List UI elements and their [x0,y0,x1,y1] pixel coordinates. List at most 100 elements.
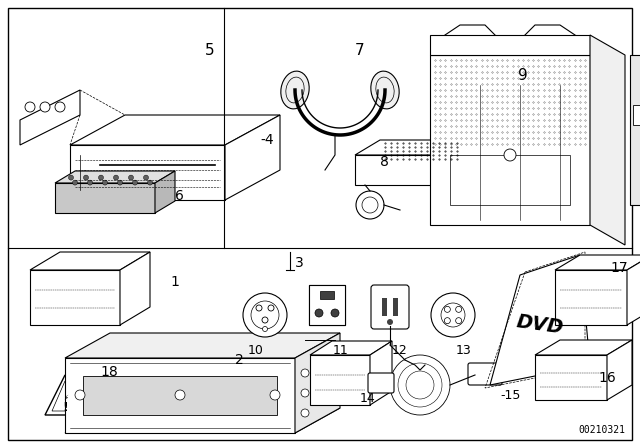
Text: 6: 6 [175,189,184,203]
Polygon shape [555,270,627,325]
Text: -15: -15 [500,388,520,401]
Text: DVD: DVD [515,312,565,338]
Polygon shape [370,341,392,405]
Circle shape [25,102,35,112]
Text: 7: 7 [355,43,365,57]
Circle shape [256,305,262,311]
Text: !: ! [62,401,68,414]
Polygon shape [535,340,632,355]
Polygon shape [52,381,78,411]
Circle shape [99,175,104,180]
Text: 9: 9 [518,68,528,82]
Circle shape [387,319,393,325]
Circle shape [390,355,450,415]
FancyBboxPatch shape [368,373,394,393]
Polygon shape [20,90,80,145]
Polygon shape [630,55,640,205]
Text: 1: 1 [170,275,179,289]
Circle shape [55,102,65,112]
Polygon shape [490,255,590,385]
Circle shape [251,301,279,329]
Circle shape [68,175,74,180]
Circle shape [504,149,516,161]
Polygon shape [320,291,334,299]
Polygon shape [83,376,277,415]
Text: 11: 11 [333,344,349,357]
Circle shape [444,318,451,323]
Polygon shape [430,35,590,55]
Text: 8: 8 [380,155,389,169]
Circle shape [118,180,122,185]
Polygon shape [309,285,345,325]
Polygon shape [633,105,640,125]
Circle shape [441,303,465,327]
Circle shape [75,390,85,400]
Polygon shape [590,35,625,245]
Text: -4: -4 [260,133,274,147]
Circle shape [444,306,451,312]
Text: 10: 10 [248,344,264,357]
Polygon shape [430,55,590,225]
Text: 00210321: 00210321 [578,425,625,435]
Circle shape [406,371,434,399]
Polygon shape [65,358,295,433]
Circle shape [301,409,309,417]
Circle shape [81,171,89,179]
Text: 12: 12 [392,344,408,357]
Circle shape [72,180,77,185]
Circle shape [40,102,50,112]
Polygon shape [30,252,150,270]
Text: 17: 17 [610,261,628,275]
Circle shape [456,318,461,323]
Circle shape [456,306,461,312]
Circle shape [301,369,309,377]
Polygon shape [65,408,340,433]
Circle shape [268,305,274,311]
Text: ⚡: ⚡ [63,395,68,401]
Polygon shape [607,340,632,400]
Circle shape [301,389,309,397]
Circle shape [315,309,323,317]
Polygon shape [310,355,370,405]
Circle shape [102,180,108,185]
Polygon shape [55,171,175,183]
Circle shape [262,317,268,323]
Text: 16: 16 [598,371,616,385]
Circle shape [431,293,475,337]
Circle shape [362,197,378,213]
Polygon shape [310,341,392,355]
Polygon shape [70,145,225,200]
Ellipse shape [371,71,399,109]
Text: 5: 5 [205,43,214,57]
Polygon shape [45,375,85,415]
Polygon shape [70,115,280,145]
Polygon shape [295,333,340,433]
Circle shape [356,191,384,219]
Polygon shape [382,298,387,316]
Circle shape [147,180,152,185]
Text: 2: 2 [235,353,244,367]
Text: 14: 14 [360,392,376,405]
Polygon shape [393,298,398,316]
Polygon shape [535,355,607,400]
Polygon shape [555,255,640,270]
Polygon shape [627,255,640,325]
Circle shape [270,390,280,400]
Text: 18: 18 [100,365,118,379]
Circle shape [243,293,287,337]
Circle shape [83,175,88,180]
Polygon shape [225,115,280,200]
Circle shape [175,390,185,400]
Polygon shape [120,252,150,325]
FancyBboxPatch shape [371,285,409,329]
Polygon shape [155,171,175,213]
Polygon shape [65,333,340,358]
Polygon shape [435,140,460,185]
Polygon shape [355,140,460,155]
Circle shape [113,175,118,180]
Circle shape [143,175,148,180]
Circle shape [262,327,268,332]
Circle shape [88,180,93,185]
Circle shape [129,175,134,180]
Circle shape [132,180,138,185]
